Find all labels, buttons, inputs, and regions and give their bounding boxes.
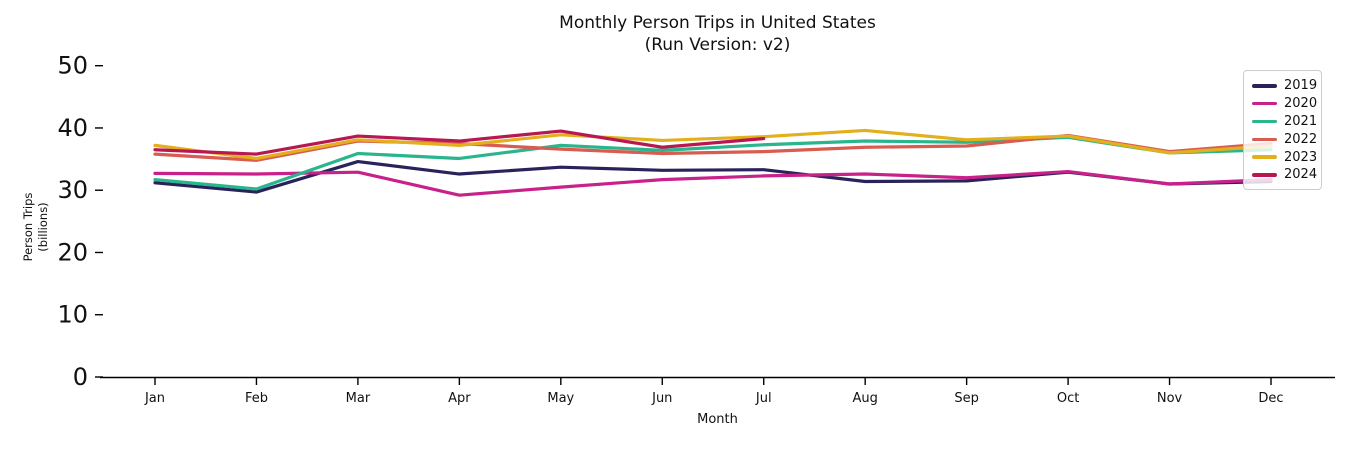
y-tick-label-0: 0 [73, 363, 88, 391]
legend-item-2024: 2024 [1252, 166, 1317, 184]
x-tick-label-oct: Oct [1057, 391, 1079, 406]
y-tick-label-10: 10 [57, 301, 88, 329]
legend-label-2020: 2020 [1284, 96, 1318, 112]
legend-label-2021: 2021 [1284, 113, 1318, 129]
chart-title-line2: (Run Version: v2) [644, 35, 791, 55]
x-tick-label-feb: Feb [245, 391, 268, 406]
legend-item-2019: 2019 [1252, 77, 1317, 95]
legend-label-2023: 2023 [1284, 149, 1318, 165]
x-tick-label-jul: Jul [755, 391, 772, 406]
legend-item-2022: 2022 [1252, 130, 1317, 148]
legend: 2019 2020 2021 2022 2023 2024 [1243, 70, 1322, 190]
series-line-2024 [153, 129, 766, 156]
legend-label-2019: 2019 [1284, 78, 1318, 94]
x-tick-label-sep: Sep [954, 391, 979, 406]
legend-swatch-2023 [1252, 155, 1277, 159]
x-tick-label-aug: Aug [852, 391, 877, 406]
legend-swatch-2024 [1252, 173, 1277, 177]
legend-item-2021: 2021 [1252, 113, 1317, 131]
x-tick-label-jan: Jan [144, 391, 165, 406]
chart-title: Monthly Person Trips in United States (R… [100, 12, 1335, 56]
y-tick-label-30: 30 [57, 176, 88, 204]
x-tick-label-jun: Jun [651, 391, 672, 406]
legend-item-2023: 2023 [1252, 148, 1317, 166]
legend-label-2022: 2022 [1284, 131, 1318, 147]
legend-swatch-2021 [1252, 119, 1277, 124]
series-line-2023 [153, 128, 1273, 161]
y-tick-label-20: 20 [57, 238, 88, 266]
x-tick-label-apr: Apr [448, 391, 471, 406]
legend-swatch-2022 [1252, 137, 1277, 142]
legend-label-2024: 2024 [1284, 167, 1318, 183]
y-tick-label-40: 40 [57, 114, 88, 142]
chart-title-line1: Monthly Person Trips in United States [559, 13, 876, 33]
x-tick-label-nov: Nov [1157, 391, 1183, 406]
legend-item-2020: 2020 [1252, 95, 1317, 113]
x-axis-label: Month [697, 412, 738, 427]
legend-swatch-2020 [1252, 101, 1277, 106]
x-tick-label-mar: Mar [346, 391, 371, 406]
x-tick-label-may: May [547, 391, 574, 406]
x-tick-label-dec: Dec [1258, 391, 1283, 406]
legend-swatch-2019 [1252, 84, 1277, 88]
y-tick-label-50: 50 [57, 52, 88, 80]
series-line-2020 [153, 169, 1273, 197]
